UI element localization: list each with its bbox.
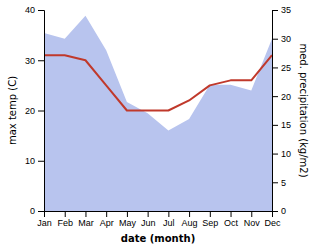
x-tick: Nov	[244, 211, 261, 228]
tick-label: 30	[281, 34, 291, 44]
x-tick: Feb	[57, 211, 73, 228]
temp-line	[44, 55, 272, 110]
tick-mark	[272, 211, 278, 212]
y-tick: 30	[25, 56, 44, 66]
tick-mark	[85, 211, 86, 217]
tick-label: Oct	[224, 218, 239, 228]
tick-mark	[272, 182, 278, 183]
y2-axis: 0 5 10 15 20 25 30 35	[272, 5, 291, 216]
tick-mark	[127, 211, 128, 217]
y2-tick: 0	[272, 206, 286, 216]
y2-tick: 10	[272, 149, 291, 159]
tick-label: 25	[281, 63, 291, 73]
y-axis: 0 10 20 30 40	[25, 5, 45, 216]
tick-mark	[272, 39, 278, 40]
axis-line	[38, 11, 45, 212]
tick-mark	[168, 211, 169, 217]
tick-label: Aug	[182, 218, 198, 228]
tick-label: 15	[281, 120, 291, 130]
y2-tick: 25	[272, 63, 291, 73]
tick-label: Mar	[78, 218, 94, 228]
tick-mark	[272, 96, 278, 97]
tick-mark	[38, 211, 44, 212]
tick-label: Apr	[100, 218, 114, 228]
y2-tick: 30	[272, 34, 291, 44]
y2-tick: 15	[272, 120, 291, 130]
tick-label: Nov	[244, 218, 261, 228]
x-axis: Jan Feb Mar Apr May Jun Jul Aug Sep Oct NovDec	[37, 211, 281, 228]
y2-axis-title: med. precipitation (kg/m2)	[298, 43, 309, 177]
plot: JanFebMarAprMayJunJulAugSepOctNovDec0102…	[7, 5, 309, 244]
tick-label: 0	[30, 206, 35, 216]
x-tick: Jul	[163, 211, 175, 228]
tick-mark	[38, 60, 44, 61]
tick-mark	[231, 211, 232, 217]
tick-label: Jan	[37, 218, 52, 228]
y-tick: 20	[25, 106, 44, 116]
tick-mark	[65, 211, 66, 217]
tick-mark	[106, 211, 107, 217]
y-axis-title: max temp (C)	[7, 76, 18, 145]
tick-mark	[38, 111, 44, 112]
marks	[44, 16, 272, 211]
tick-mark	[272, 125, 278, 126]
precip-area	[44, 16, 272, 211]
x-tick: Oct	[224, 211, 239, 228]
x-tick: May	[119, 211, 137, 228]
tick-label: 5	[281, 178, 286, 188]
x-tick: Dec	[264, 211, 281, 228]
tick-label: May	[119, 218, 137, 228]
tick-mark	[189, 211, 190, 217]
tick-mark	[210, 211, 211, 217]
tick-mark	[38, 161, 44, 162]
axis-line	[273, 11, 279, 212]
y-tick: 0	[30, 206, 44, 216]
x-tick: Apr	[100, 211, 114, 228]
x-tick: Jun	[141, 211, 156, 228]
tick-label: Jul	[163, 218, 175, 228]
x-tick: Sep	[202, 211, 218, 228]
x-tick: Mar	[78, 211, 94, 228]
y2-tick: 35	[272, 5, 291, 15]
axis-line	[45, 212, 273, 218]
y-tick: 40	[25, 5, 44, 15]
tick-label: 10	[25, 156, 35, 166]
x-tick: Jan	[37, 211, 52, 228]
tick-mark	[38, 10, 44, 11]
tick-mark	[272, 67, 278, 68]
tick-mark	[272, 154, 278, 155]
tick-label: 40	[25, 5, 35, 15]
tick-mark	[251, 211, 252, 217]
tick-mark	[272, 10, 278, 11]
y-tick: 10	[25, 156, 44, 166]
x-tick: Aug	[182, 211, 198, 228]
tick-label: Dec	[264, 218, 281, 228]
x-axis-title: date (month)	[121, 233, 195, 244]
tick-label: 30	[25, 56, 35, 66]
chart: JanFebMarAprMayJunJulAugSepOctNovDec0102…	[0, 0, 318, 247]
tick-label: 20	[25, 106, 35, 116]
tick-label: Jun	[141, 218, 156, 228]
tick-label: Sep	[202, 218, 218, 228]
tick-label: 10	[281, 149, 291, 159]
tick-mark	[148, 211, 149, 217]
y2-tick: 20	[272, 92, 291, 102]
tick-label: 0	[281, 206, 286, 216]
tick-label: 20	[281, 92, 291, 102]
tick-label: Feb	[57, 218, 73, 228]
tick-label: 35	[281, 5, 291, 15]
y2-tick: 5	[272, 178, 286, 188]
